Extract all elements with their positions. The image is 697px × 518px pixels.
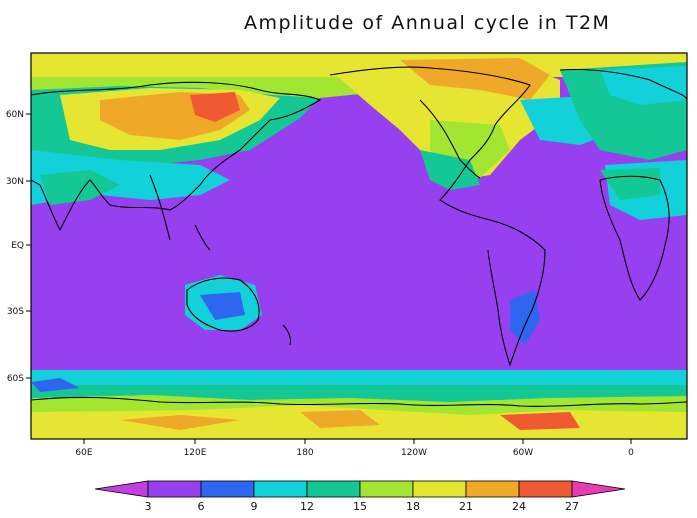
colorbar-label-24: 24 bbox=[512, 500, 526, 513]
colorbar-seg-1 bbox=[147, 480, 202, 498]
lat-tick-30s: 30S bbox=[7, 307, 24, 317]
lon-tick-60w: 60W bbox=[513, 448, 533, 458]
map-title: Amplitude of Annual cycle in T2M bbox=[244, 12, 611, 34]
colorbar-label-27: 27 bbox=[565, 500, 579, 513]
lat-tick-60s: 60S bbox=[7, 374, 24, 384]
colorbar-seg-7 bbox=[465, 480, 520, 498]
colorbar-label-9: 9 bbox=[251, 500, 258, 513]
colorbar-seg-0 bbox=[94, 480, 149, 498]
colorbar-seg-3 bbox=[253, 480, 308, 498]
lon-tick-120e: 120E bbox=[184, 448, 207, 458]
colorbar-label-21: 21 bbox=[459, 500, 473, 513]
lat-tick-60n: 60N bbox=[6, 110, 24, 120]
lat-tick-marks bbox=[26, 113, 31, 379]
lon-tick-180: 180 bbox=[296, 448, 313, 458]
lon-tick-marks bbox=[83, 439, 632, 444]
colorbar-label-18: 18 bbox=[406, 500, 420, 513]
coastlines bbox=[31, 66, 687, 407]
lon-tick-0: 0 bbox=[628, 448, 634, 458]
lon-tick-60e: 60E bbox=[75, 448, 92, 458]
lat-tick-30n: 30N bbox=[6, 177, 24, 187]
colorbar bbox=[94, 480, 626, 498]
colorbar-seg-2 bbox=[200, 480, 255, 498]
colorbar-seg-9 bbox=[571, 480, 626, 498]
colorbar-label-3: 3 bbox=[145, 500, 152, 513]
plot-frame bbox=[30, 52, 688, 440]
lat-tick-eq: EQ bbox=[11, 241, 24, 251]
colorbar-label-15: 15 bbox=[353, 500, 367, 513]
colorbar-seg-4 bbox=[306, 480, 361, 498]
lon-tick-120w: 120W bbox=[401, 448, 427, 458]
colorbar-seg-6 bbox=[412, 480, 467, 498]
colorbar-label-6: 6 bbox=[198, 500, 205, 513]
colorbar-seg-8 bbox=[518, 480, 573, 498]
colorbar-seg-5 bbox=[359, 480, 414, 498]
temperature-field bbox=[31, 53, 687, 439]
colorbar-label-12: 12 bbox=[300, 500, 314, 513]
